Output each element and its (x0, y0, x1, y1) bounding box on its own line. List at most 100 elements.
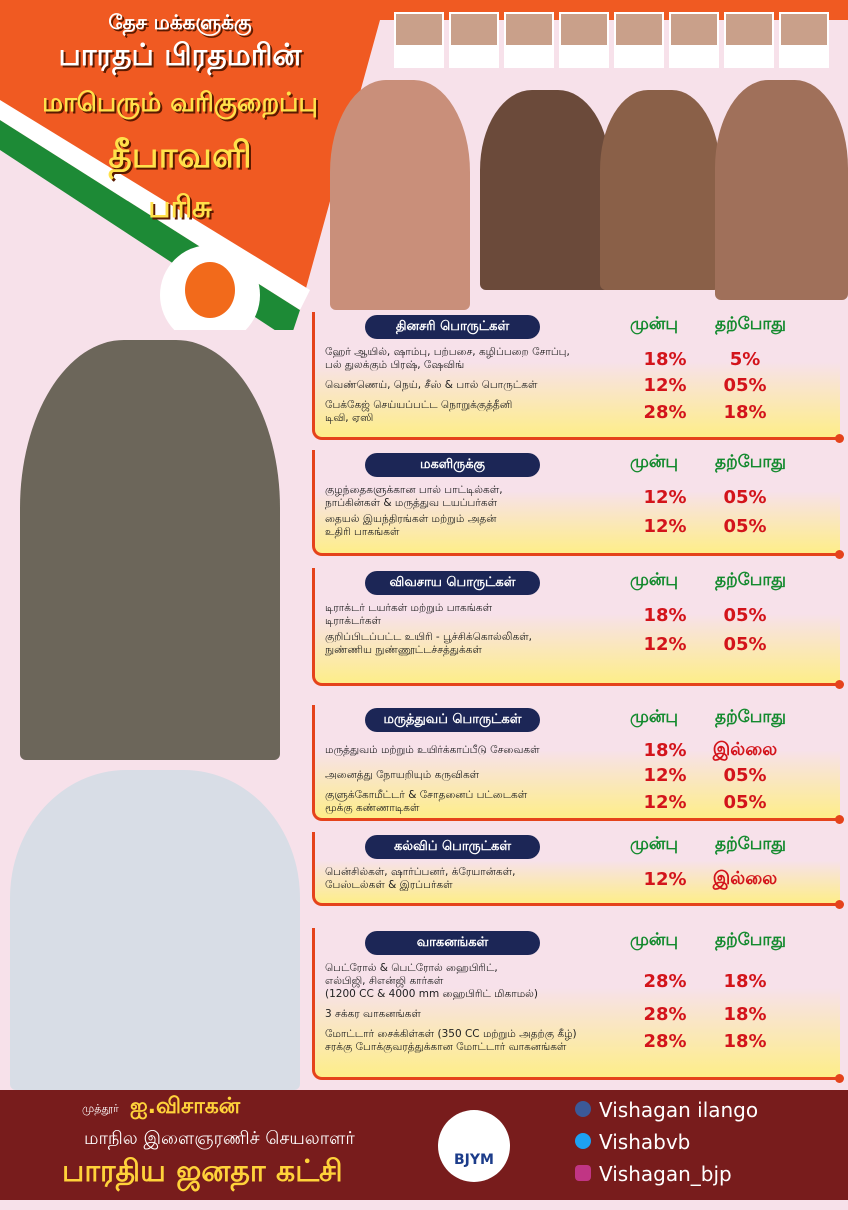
tax-row: மோட்டார் சைக்கிள்கள் (350 CC மற்றும் அதற… (325, 1028, 834, 1054)
tax-row: பெட்ரோல் & பெட்ரோல் ஹைபிரிட், எல்பிஜி, சி… (325, 962, 834, 1001)
header-line: தீபாவளி (108, 135, 252, 176)
before-header: முன்பு (630, 930, 679, 950)
item-line: டிராக்டர்கள் (325, 615, 382, 627)
before-rate: 12% (643, 515, 687, 537)
before-rate: 12% (643, 791, 687, 813)
portrait (504, 12, 554, 68)
header-line: மாபெரும் வரிகுறைப்பு (42, 88, 318, 118)
after-rate: 05% (723, 375, 767, 396)
photo (10, 770, 300, 1090)
after-rate: 05% (723, 515, 767, 537)
after-rate: 18% (723, 401, 767, 423)
item-line: (1200 CC & 4000 mm ஹைபிரிட் மிகாமல்) (325, 988, 538, 1000)
after-header: தற்போது (715, 707, 786, 727)
item-line: 3 சக்கர வாகனங்கள் (325, 1008, 421, 1020)
photo (600, 90, 720, 290)
before-header: முன்பு (630, 707, 679, 727)
item-description: வெண்ணெய், நெய், சீஸ் & பால் பொருட்கள் (325, 379, 625, 392)
after-rate: இல்லை (712, 867, 778, 889)
before-rate: 28% (643, 1004, 687, 1025)
after-header: தற்போது (715, 834, 786, 854)
tax-row: வெண்ணெய், நெய், சீஸ் & பால் பொருட்கள் 12%… (325, 375, 834, 396)
section-title: வாகனங்கள் (365, 931, 540, 955)
item-description: மோட்டார் சைக்கிள்கள் (350 CC மற்றும் அதற… (325, 1028, 625, 1054)
after-header: தற்போது (715, 314, 786, 334)
tax-section: வாகனங்கள் முன்பு தற்போது பெட்ரோல் & பெட்ரோல… (312, 928, 844, 1083)
after-rate: 18% (723, 1030, 767, 1052)
header-line: தேச மக்களுக்கு (108, 10, 252, 34)
instagram-handle: Vishagan_bjp (575, 1162, 732, 1186)
before-header: முன்பு (630, 570, 679, 590)
handle-text: Vishabvb (599, 1130, 691, 1154)
item-line: வெண்ணெய், நெய், சீஸ் & பால் பொருட்கள் (325, 379, 538, 391)
item-description: பெட்ரோல் & பெட்ரோல் ஹைபிரிட், எல்பிஜி, சி… (325, 962, 625, 1001)
item-line: டிவி, ஏஸி (325, 412, 374, 424)
before-rate: 12% (643, 375, 687, 396)
before-rate: 12% (643, 765, 687, 786)
portrait (449, 12, 499, 68)
tax-row: பென்சில்கள், ஷார்ப்பனர், க்ரேயான்கள், பேஸ… (325, 866, 834, 892)
lotus-icon (185, 262, 235, 318)
tax-row: தையல் இயந்திரங்கள் மற்றும் அதன் உதிரி பாக… (325, 513, 834, 539)
after-rate: 05% (723, 765, 767, 786)
item-line: சரக்கு போக்குவரத்துக்கான மோட்டார் வாகனங்… (325, 1041, 567, 1053)
header-background (0, 0, 848, 330)
portrait (779, 12, 829, 68)
item-line: மூக்கு கண்ணாடிகள் (325, 802, 420, 814)
before-rate: 28% (643, 1030, 687, 1052)
after-rate: 18% (723, 971, 767, 992)
portrait (724, 12, 774, 68)
facebook-icon (575, 1101, 591, 1117)
tax-section: விவசாய பொருட்கள் முன்பு தற்போது டிராக்டர் ட… (312, 568, 844, 689)
item-description: குளுக்கோமீட்டர் & சோதனைப் பட்டைகள் மூக்கு… (325, 789, 625, 815)
tax-section: கல்விப் பொருட்கள் முன்பு தற்போது பென்சில்கள… (312, 832, 844, 909)
header-line: பரிசு (148, 190, 212, 225)
item-line: நுண்ணிய நுண்ணூட்டச்சத்துக்கள் (325, 644, 482, 656)
item-line: உதிரி பாகங்கள் (325, 526, 400, 538)
tax-row: குளுக்கோமீட்டர் & சோதனைப் பட்டைகள் மூக்கு… (325, 789, 834, 815)
facebook-handle: Vishagan ilango (575, 1098, 758, 1122)
item-description: குறிப்பிடப்பட்ட உயிரி - பூச்சிக்கொல்லிகள… (325, 631, 625, 657)
item-description: பேக்கேஜ் செய்யப்பட்ட நொறுக்குத்தீனி டிவி,… (325, 399, 625, 425)
photo (330, 80, 470, 310)
item-description: டிராக்டர் டயர்கள் மற்றும் பாகங்கள் டிராக்… (325, 602, 625, 628)
after-header: தற்போது (715, 570, 786, 590)
section-title: கல்விப் பொருட்கள் (365, 835, 540, 859)
after-header: தற்போது (715, 930, 786, 950)
after-rate: 18% (723, 1004, 767, 1025)
before-header: முன்பு (630, 452, 679, 472)
after-rate: 05% (723, 633, 767, 655)
item-line: பெட்ரோல் & பெட்ரோல் ஹைபிரிட், (325, 962, 498, 974)
portrait (394, 12, 444, 68)
instagram-icon (575, 1165, 591, 1181)
after-header: தற்போது (715, 452, 786, 472)
after-rate: 05% (723, 604, 767, 626)
item-line: எல்பிஜி, சிஎன்ஜி கார்கள் (325, 975, 444, 987)
before-rate: 12% (643, 868, 687, 890)
item-line: மோட்டார் சைக்கிள்கள் (350 CC மற்றும் அதற… (325, 1028, 577, 1040)
bjym-logo: BJYM (438, 1110, 510, 1182)
item-description: மருத்துவம் மற்றும் உயிர்க்காப்பீடு சேவைக… (325, 744, 625, 757)
item-line: தையல் இயந்திரங்கள் மற்றும் அதன் (325, 513, 497, 525)
item-description: ஹேர் ஆயில், ஷாம்பு, பற்பசை, கழிப்பறை சோப… (325, 346, 625, 372)
item-line: பல் துலக்கும் பிரஷ், ஷேவிங் (325, 359, 465, 371)
header-line: பாரதப் பிரதமரின் (58, 38, 302, 73)
item-line: பேக்கேஜ் செய்யப்பட்ட நொறுக்குத்தீனி (325, 399, 513, 411)
tax-row: குழந்தைகளுக்கான பால் பாட்டில்கள், நாப்கின… (325, 484, 834, 510)
item-description: 3 சக்கர வாகனங்கள் (325, 1008, 625, 1021)
portrait (669, 12, 719, 68)
tax-section: தினசரி பொருட்கள் முன்பு தற்போது ஹேர் ஆயில்,… (312, 312, 844, 443)
item-description: குழந்தைகளுக்கான பால் பாட்டில்கள், நாப்கின… (325, 484, 625, 510)
photo (480, 90, 610, 290)
item-line: மருத்துவம் மற்றும் உயிர்க்காப்பீடு சேவைக… (325, 744, 540, 756)
twitter-handle: Vishabvb (575, 1130, 690, 1154)
after-rate: 5% (729, 348, 761, 370)
section-title: விவசாய பொருட்கள் (365, 571, 540, 595)
item-line: குறிப்பிடப்பட்ட உயிரி - பூச்சிக்கொல்லிகள… (325, 631, 533, 643)
portrait (614, 12, 664, 68)
section-title: மகளிருக்கு (365, 453, 540, 477)
before-header: முன்பு (630, 314, 679, 334)
footer-party: பாரதிய ஜனதா கட்சி (62, 1154, 343, 1189)
item-line: அனைத்து நோயறியும் கருவிகள் (325, 769, 480, 781)
